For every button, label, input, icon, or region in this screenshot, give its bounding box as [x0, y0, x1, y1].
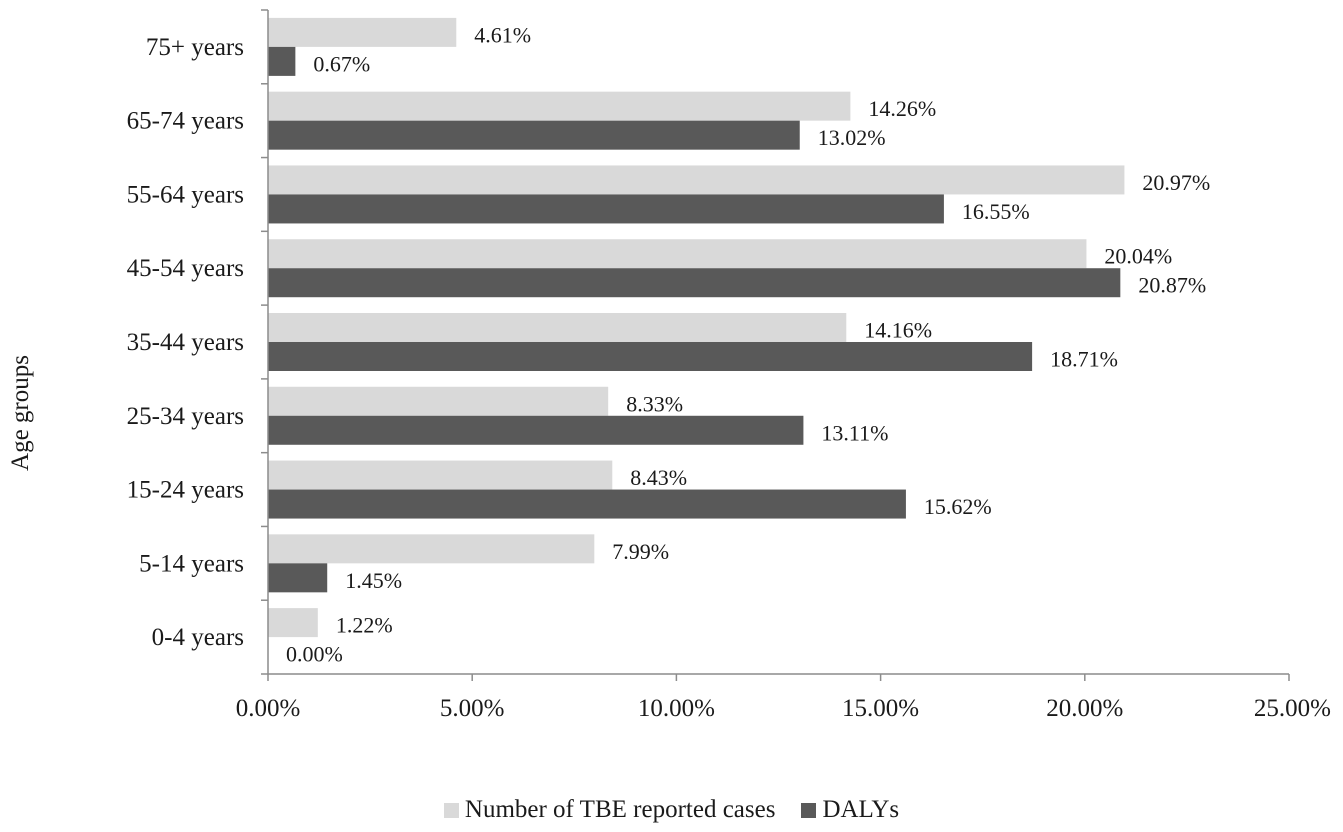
- bar-tbe-cases: [268, 608, 318, 638]
- y-tick-label: 5-14 years: [139, 550, 244, 577]
- bar-dalys: [268, 489, 906, 519]
- data-label-dalys: 13.11%: [821, 420, 888, 445]
- data-label-dalys: 18.71%: [1050, 347, 1118, 372]
- bar-tbe-cases: [268, 460, 613, 490]
- data-label-dalys: 20.87%: [1138, 273, 1206, 298]
- legend-swatch-tbe-cases: [443, 802, 459, 818]
- data-label-dalys: 16.55%: [962, 199, 1030, 224]
- bar-dalys: [268, 268, 1121, 298]
- bar-tbe-cases: [268, 534, 595, 564]
- x-tick-label: 25.00%: [1254, 695, 1331, 722]
- bar-tbe-cases: [268, 91, 851, 121]
- x-tick-label: 0.00%: [236, 695, 301, 722]
- data-label-tbe-cases: 7.99%: [612, 539, 669, 564]
- data-label-tbe-cases: 14.26%: [868, 96, 936, 121]
- bar-tbe-cases: [268, 17, 457, 47]
- data-labels-layer: 1.22% 0.00% 7.99% 1.45% 8.43% 15.62% 8.33% 13.1…: [286, 22, 1210, 666]
- data-label-tbe-cases: 20.97%: [1142, 170, 1210, 195]
- bar-dalys: [268, 46, 296, 76]
- bar-tbe-cases: [268, 386, 609, 416]
- bar-dalys: [268, 120, 800, 150]
- y-tick-label: 55-64 years: [127, 181, 244, 208]
- y-tick-label: 45-54 years: [127, 255, 244, 282]
- axis-layer: 0-4 years 5-14 years 15-24 years 25-34 year…: [127, 9, 1331, 722]
- x-tick-label: 15.00%: [842, 695, 919, 722]
- bar-tbe-cases: [268, 313, 847, 342]
- data-label-tbe-cases: 1.22%: [336, 613, 393, 638]
- bars-layer: [268, 17, 1125, 638]
- y-tick-label: 25-34 years: [127, 403, 244, 430]
- x-tick-label: 20.00%: [1046, 695, 1123, 722]
- y-tick-label: 75+ years: [146, 34, 244, 61]
- y-tick-label: 65-74 years: [127, 108, 244, 135]
- y-tick-label: 15-24 years: [127, 477, 244, 504]
- x-tick-label: 5.00%: [440, 695, 505, 722]
- y-tick-label: 0-4 years: [152, 624, 244, 651]
- legend: Number of TBE reported cases DALYs: [0, 796, 1343, 824]
- data-label-dalys: 13.02%: [818, 125, 886, 150]
- data-label-tbe-cases: 14.16%: [864, 318, 932, 343]
- data-label-tbe-cases: 4.61%: [474, 22, 531, 47]
- data-label-dalys: 0.00%: [286, 642, 343, 667]
- y-tick-label: 35-44 years: [127, 329, 244, 356]
- bar-dalys: [268, 415, 804, 445]
- data-label-dalys: 15.62%: [924, 494, 992, 519]
- x-tick-label: 10.00%: [638, 695, 715, 722]
- data-label-dalys: 1.45%: [345, 568, 402, 593]
- bar-dalys: [268, 194, 944, 224]
- legend-label-tbe-cases: Number of TBE reported cases: [464, 796, 776, 823]
- legend-item-dalys: DALYs: [801, 796, 899, 824]
- data-label-tbe-cases: 20.04%: [1104, 244, 1172, 269]
- legend-swatch-dalys: [801, 802, 817, 818]
- data-label-dalys: 0.67%: [313, 51, 370, 76]
- data-label-tbe-cases: 8.33%: [626, 391, 683, 416]
- bar-tbe-cases: [268, 165, 1125, 195]
- bar-tbe-cases: [268, 239, 1087, 269]
- legend-label-dalys: DALYs: [822, 796, 900, 823]
- bar-dalys: [268, 342, 1033, 371]
- legend-item-tbe-cases: Number of TBE reported cases: [443, 796, 776, 824]
- y-axis-title: Age groups: [7, 355, 34, 471]
- data-label-tbe-cases: 8.43%: [630, 465, 687, 490]
- bar-dalys: [268, 563, 328, 593]
